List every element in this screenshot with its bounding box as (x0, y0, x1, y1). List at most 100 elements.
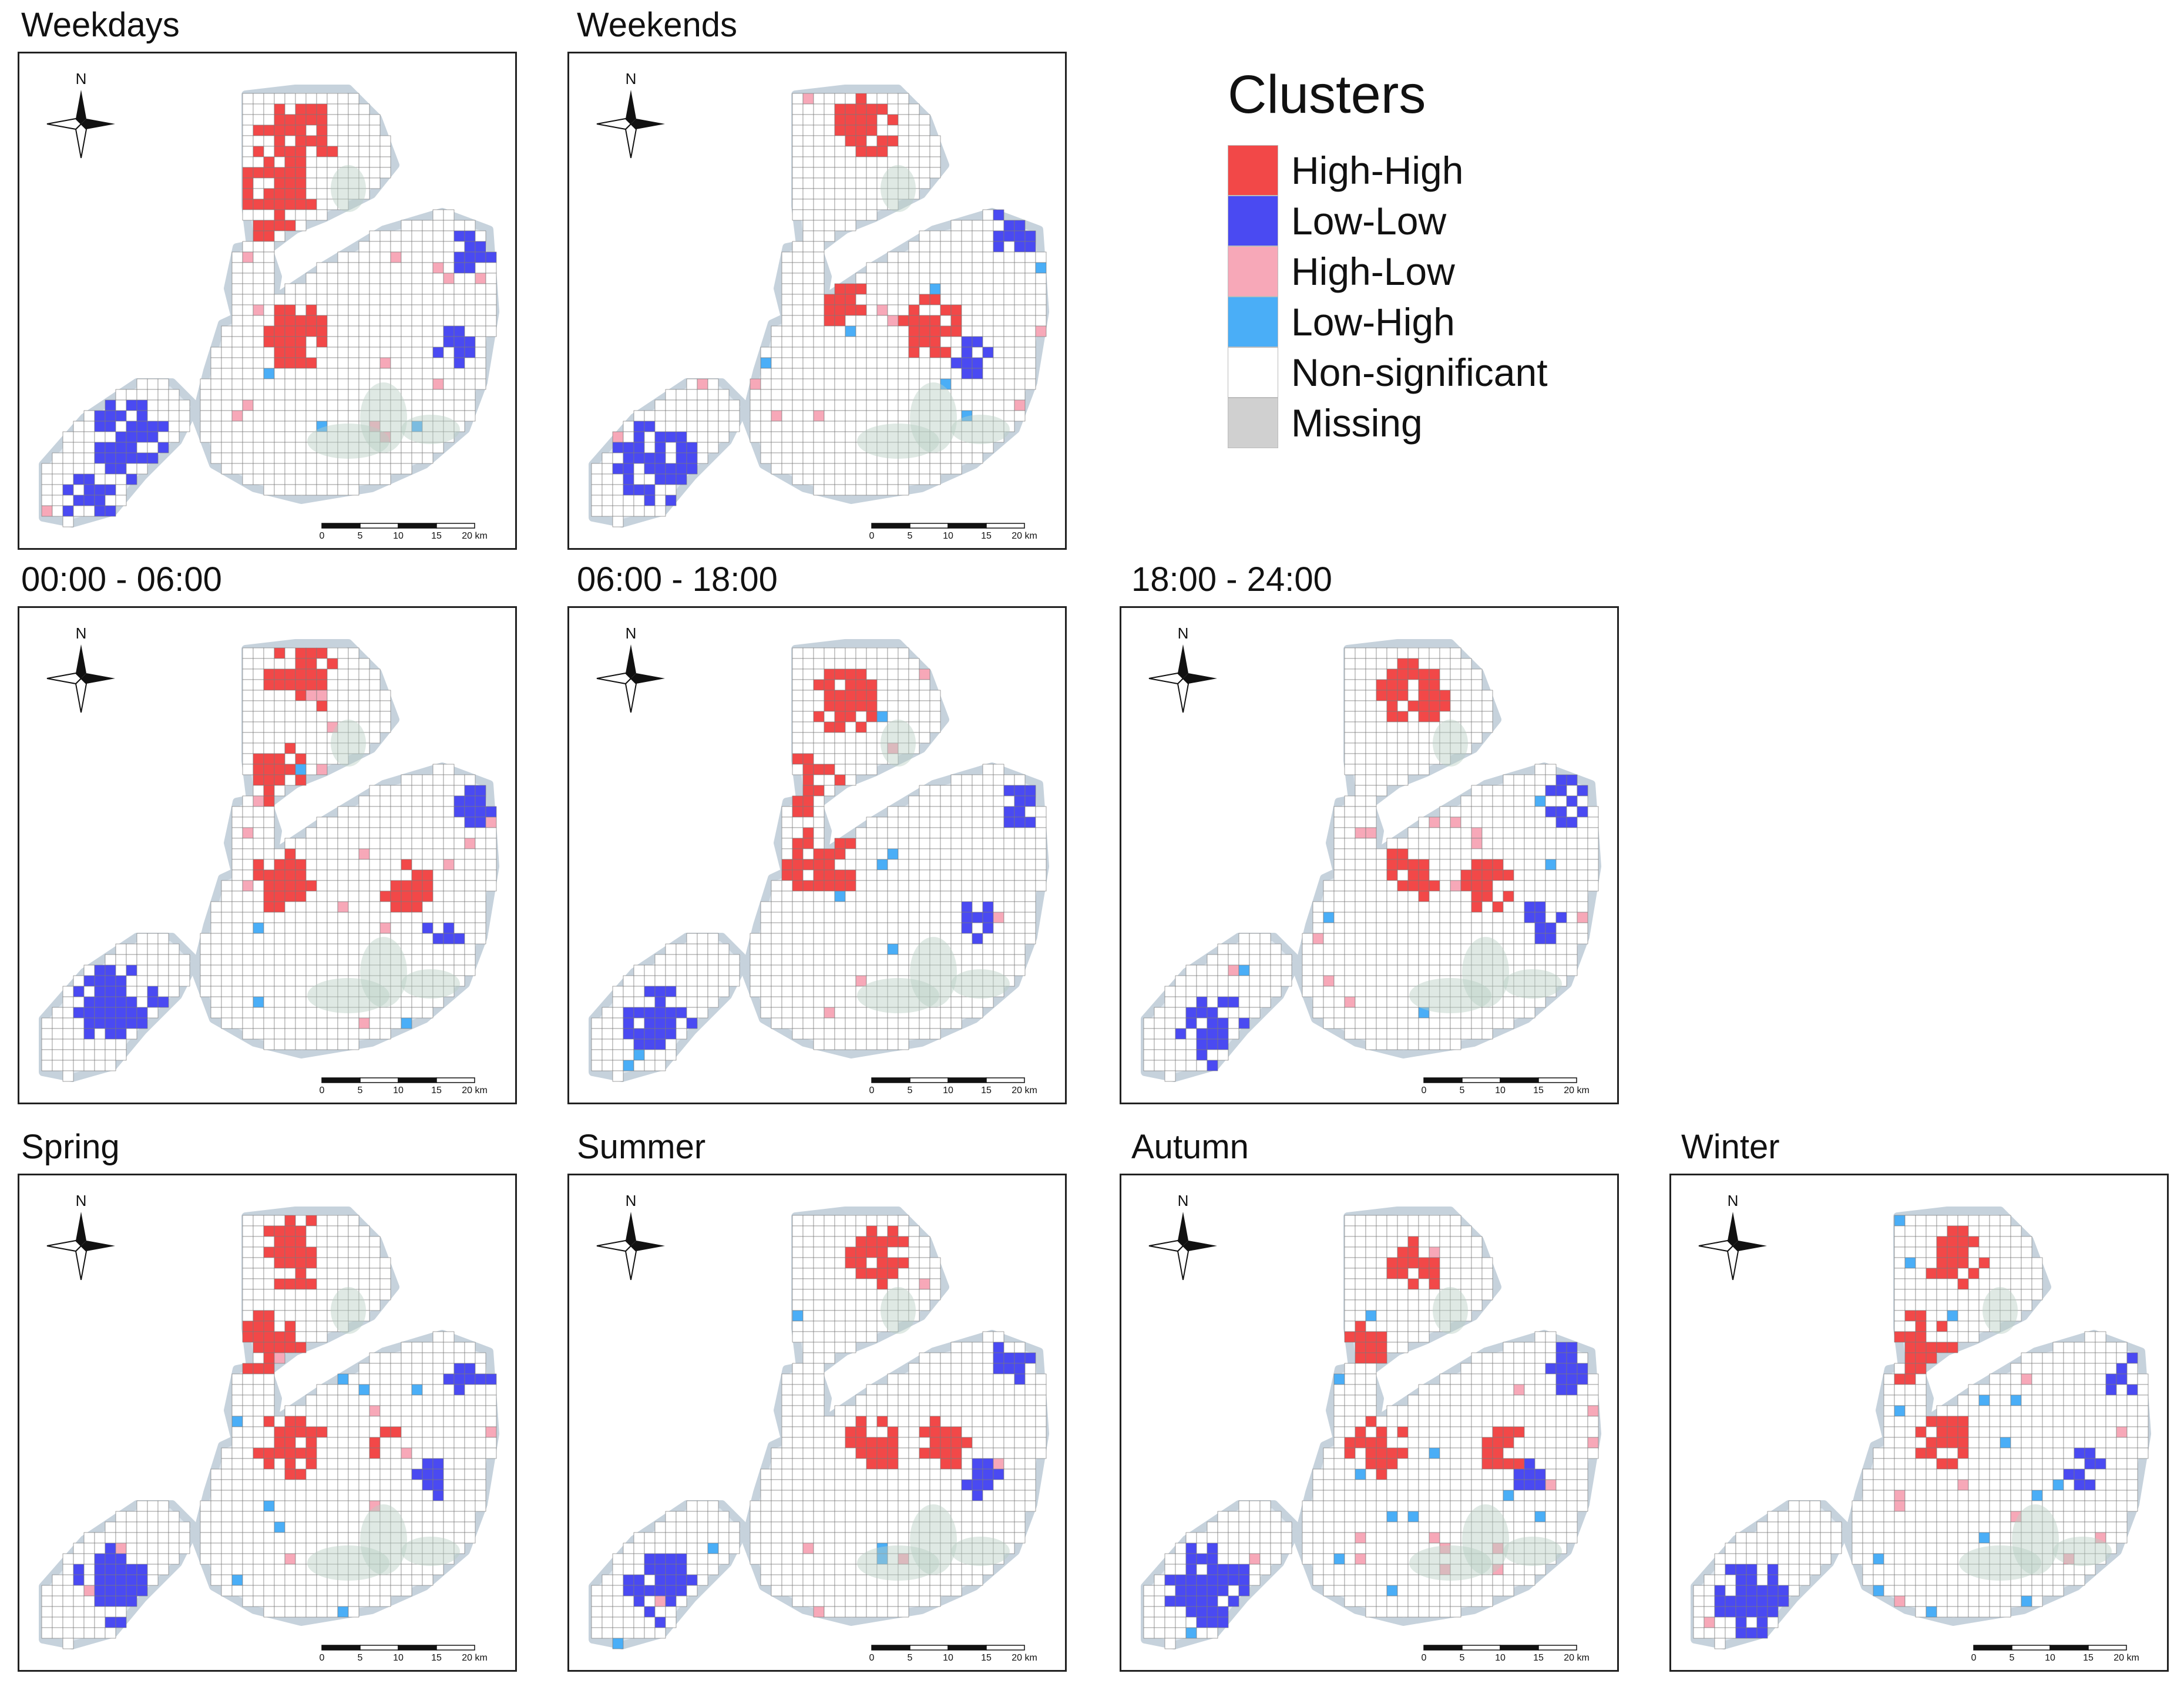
grid-cell-ns (221, 922, 233, 934)
grid-cell-ns (390, 1394, 402, 1406)
grid-cell-ns (464, 368, 476, 379)
grid-cell-ns (263, 933, 275, 945)
map-00-06[interactable]: N 0 5 10 15 20 km (18, 606, 517, 1104)
grid-cell-ns (348, 399, 359, 411)
grid-cell-ns (358, 1310, 370, 1322)
grid-cell-ll (1196, 1007, 1208, 1019)
grid-cell-ll (1014, 220, 1026, 231)
grid-cell-ns (316, 1331, 328, 1343)
grid-cell-ns (1471, 1028, 1483, 1040)
grid-cell-ns (443, 230, 455, 242)
grid-cell-ns (802, 954, 814, 966)
grid-cell-ns (855, 954, 867, 966)
grid-cell-ns (284, 463, 296, 475)
grid-cell-hh (940, 325, 952, 337)
grid-cell-ll (686, 442, 698, 453)
grid-cell-ns (602, 505, 613, 517)
legend-swatch-ll (1228, 196, 1278, 246)
grid-cell-ns (802, 658, 814, 670)
grid-cell-ns (982, 273, 994, 284)
map-weekdays[interactable]: N 0 5 10 15 20 km (18, 52, 517, 550)
grid-cell-ns (305, 732, 317, 744)
grid-cell-ns (348, 933, 359, 945)
grid-cell-ns (1175, 986, 1187, 997)
grid-cell-ns (422, 1007, 434, 1019)
map-spring[interactable]: N 0 5 10 15 20 km (18, 1174, 517, 1672)
grid-cell-ns (665, 943, 677, 955)
grid-cell-ns (845, 209, 856, 221)
grid-cell-hh (422, 890, 434, 902)
grid-cell-ns (327, 1458, 338, 1470)
grid-cell-ns (73, 975, 85, 987)
grid-cell-ns (295, 1479, 307, 1491)
grid-cell-ns (1355, 1028, 1366, 1040)
grid-cell-ns (898, 647, 909, 659)
grid-cell-hh (1492, 901, 1504, 913)
grid-cell-ns (1024, 901, 1036, 913)
grid-cell-ns (1407, 679, 1419, 691)
grid-cell-ns (887, 933, 899, 945)
grid-cell-hl (855, 975, 867, 987)
grid-cell-ns (929, 922, 941, 934)
grid-cell-ns (1333, 827, 1345, 839)
grid-cell-hh (295, 1236, 307, 1248)
grid-cell-ns (411, 262, 423, 274)
grid-cell-ns (1513, 880, 1525, 892)
grid-cell-ns (866, 943, 878, 955)
grid-cell-ns (1397, 1039, 1409, 1050)
grid-cell-ns (327, 848, 338, 860)
grid-cell-ns (1355, 742, 1366, 754)
grid-cell-hh (802, 806, 814, 818)
map-18-24[interactable]: N 0 5 10 15 20 km (1120, 606, 1619, 1104)
grid-cell-ns (1154, 1049, 1165, 1061)
grid-cell-ns (1185, 986, 1197, 997)
grid-cell-ns (1333, 965, 1345, 976)
grid-cell-ns (929, 273, 941, 284)
grid-cell-ns (898, 410, 909, 422)
grid-cell-ll (464, 262, 476, 274)
grid-cell-ns (824, 647, 835, 659)
grid-cell-ns (390, 1416, 402, 1427)
grid-cell-ns (771, 399, 782, 411)
grid-cell-ns (411, 399, 423, 411)
grid-cell-ns (358, 135, 370, 147)
grid-cell-hh (284, 1426, 296, 1438)
grid-cell-ns (305, 1028, 317, 1040)
grid-cell-ns (305, 1236, 317, 1248)
grid-cell-ns (253, 1268, 264, 1279)
grid-cell-hh (401, 859, 412, 871)
grid-cell-ns (231, 1394, 243, 1406)
grid-cell-ns (1460, 922, 1472, 934)
grid-cell-ns (327, 1511, 338, 1523)
grid-cell-ns (887, 336, 899, 348)
grid-cell-ns (813, 156, 825, 168)
grid-cell-ns (1481, 1007, 1493, 1019)
grid-cell-hh (1397, 711, 1409, 722)
grid-cell-ns (1450, 965, 1461, 976)
grid-cell-ns (253, 1028, 264, 1040)
grid-cell-ns (1323, 901, 1335, 913)
grid-cell-ns (443, 241, 455, 253)
map-06-18[interactable]: N 0 5 10 15 20 km (567, 606, 1067, 1104)
grid-cell-ns (1566, 901, 1578, 913)
grid-cell-ns (295, 209, 307, 221)
grid-cell-ns (1492, 1007, 1504, 1019)
grid-cell-ns (813, 304, 825, 316)
grid-cell-hh (1429, 679, 1440, 691)
grid-cell-hh (263, 753, 275, 765)
map-weekends[interactable]: N 0 5 10 15 20 km (567, 52, 1067, 550)
grid-cell-ns (73, 463, 85, 475)
grid-cell-ns (284, 1574, 296, 1586)
grid-cell-ns (401, 922, 412, 934)
grid-cell-ns (253, 378, 264, 390)
grid-cell-ns (824, 943, 835, 955)
grid-cell-ns (982, 220, 994, 231)
grid-cell-ns (453, 975, 465, 987)
grid-cell-ns (453, 1416, 465, 1427)
grid-cell-ns (464, 859, 476, 871)
grid-cell-ns (1365, 880, 1377, 892)
grid-cell-ns (1481, 1017, 1493, 1029)
grid-cell-hh (813, 679, 825, 691)
grid-cell-ns (760, 912, 772, 923)
grid-cell-ns (1513, 1007, 1525, 1019)
